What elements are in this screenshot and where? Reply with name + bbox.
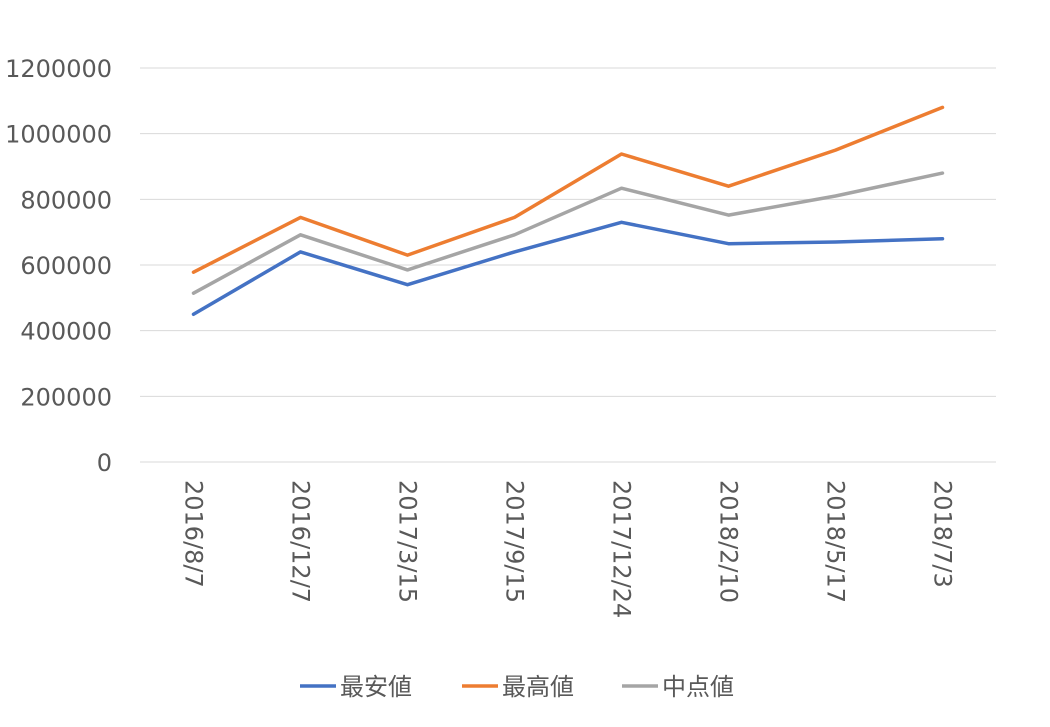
x-tick-label: 2017/3/15 (394, 480, 422, 603)
y-axis-ticks: 0 200000 400000 600000 800000 1000000 1200000 (5, 55, 112, 477)
x-tick-label: 2017/9/15 (501, 480, 529, 603)
y-tick-label: 400000 (20, 318, 112, 346)
legend-label-2: 中点値 (662, 673, 734, 701)
y-tick-label: 600000 (20, 252, 112, 280)
gridlines (140, 67, 996, 463)
x-tick-label: 2016/12/7 (287, 480, 315, 603)
y-tick-label: 1200000 (5, 55, 112, 83)
x-tick-label: 2018/2/10 (715, 480, 743, 603)
legend: 最安値 最高値 中点値 (300, 673, 734, 701)
legend-label-1: 最高値 (502, 673, 574, 701)
x-axis-ticks: 2016/8/7 2016/12/7 2017/3/15 2017/9/15 2017/… (180, 480, 957, 618)
series-line-1 (191, 105, 945, 274)
x-tick-label: 2018/5/17 (822, 480, 850, 603)
y-tick-label: 800000 (20, 186, 112, 214)
series-line-2 (191, 171, 945, 295)
y-tick-label: 0 (97, 449, 112, 477)
x-tick-label: 2016/8/7 (180, 480, 208, 588)
legend-label-0: 最安値 (340, 673, 412, 701)
x-tick-label: 2018/7/3 (929, 480, 957, 588)
y-tick-label: 1000000 (5, 121, 112, 149)
series-lines (191, 105, 945, 317)
x-tick-label: 2017/12/24 (608, 480, 636, 618)
y-tick-label: 200000 (20, 383, 112, 411)
series-line-0 (191, 220, 945, 317)
